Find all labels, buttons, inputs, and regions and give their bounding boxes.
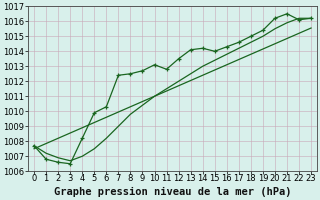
X-axis label: Graphe pression niveau de la mer (hPa): Graphe pression niveau de la mer (hPa) xyxy=(54,187,291,197)
